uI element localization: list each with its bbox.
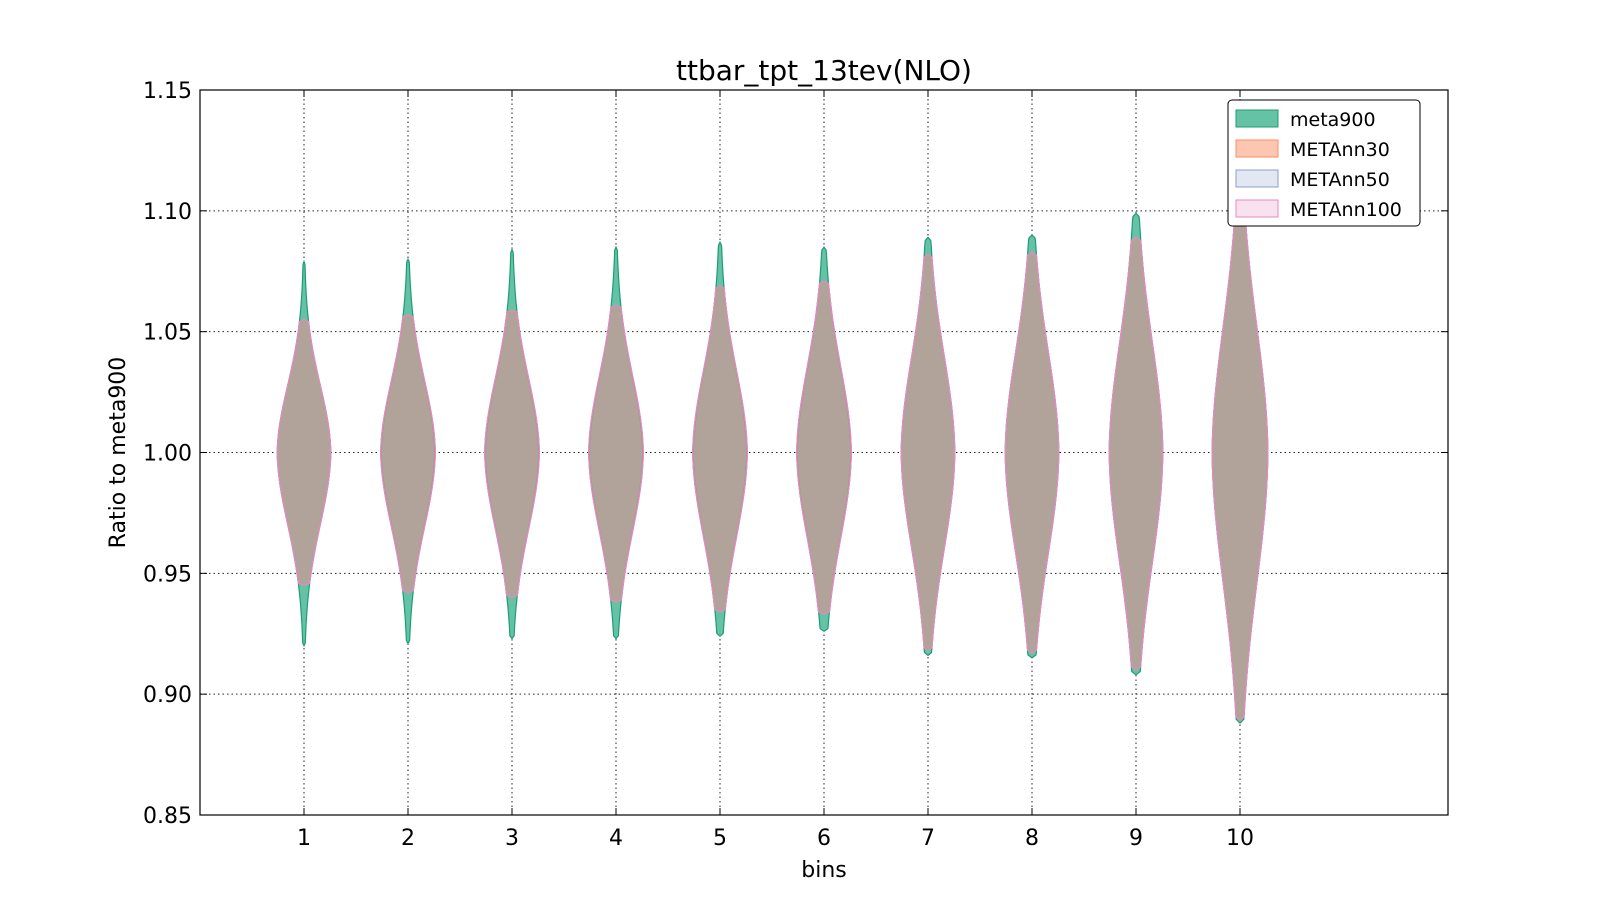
legend-swatch-meta900 xyxy=(1235,109,1279,128)
x-tick-label: 4 xyxy=(609,826,623,851)
violin-metann100-bin-9 xyxy=(1108,236,1164,671)
x-tick-label: 3 xyxy=(505,826,519,851)
violin-metann100-bin-7 xyxy=(900,253,956,652)
series-metann30 xyxy=(276,185,1269,722)
violin-metann100-bin-4 xyxy=(588,304,644,603)
legend-label-metann50: METAnn50 xyxy=(1290,169,1390,191)
legend-label-metann30: METAnn30 xyxy=(1290,139,1390,161)
y-tick-label: 1.00 xyxy=(143,442,192,467)
x-tick-label: 7 xyxy=(921,826,935,851)
series-metann100 xyxy=(276,185,1269,722)
y-tick-label: 0.85 xyxy=(143,804,192,829)
axis-ticks: 1 2 3 4 5 6 7 8 9 10 0.85 0.90 0.95 1.00 1.05 1.10 1.15 xyxy=(143,79,1448,851)
y-tick-label: 1.15 xyxy=(143,79,192,104)
legend: meta900 METAnn30 METAnn50 METAnn100 xyxy=(1227,99,1421,227)
violin-metann100-bin-3 xyxy=(484,309,540,599)
legend-swatch-metann50 xyxy=(1235,169,1279,188)
x-tick-label: 9 xyxy=(1129,826,1143,851)
violin-metann100-bin-6 xyxy=(796,280,852,616)
legend-swatch-metann30 xyxy=(1235,139,1279,158)
violin-metann100-bin-5 xyxy=(692,285,748,613)
y-tick-label: 1.10 xyxy=(143,200,192,225)
y-tick-label: 0.90 xyxy=(143,683,192,708)
y-tick-label: 1.05 xyxy=(143,321,192,346)
x-tick-label: 5 xyxy=(713,826,727,851)
x-tick-label: 2 xyxy=(401,826,415,851)
legend-label-meta900: meta900 xyxy=(1290,109,1376,131)
x-tick-label: 1 xyxy=(297,826,311,851)
violin-metann100-bin-1 xyxy=(276,318,332,587)
violin-series-group xyxy=(276,176,1269,725)
legend-swatch-metann100 xyxy=(1235,199,1279,218)
x-axis-label: bins xyxy=(801,858,846,883)
y-tick-label: 0.95 xyxy=(143,562,192,587)
chart-title: ttbar_tpt_13tev(NLO) xyxy=(676,54,972,87)
violin-metann100-bin-8 xyxy=(1004,251,1060,654)
x-tick-label: 10 xyxy=(1226,826,1254,851)
y-axis-label: Ratio to meta900 xyxy=(106,357,131,549)
legend-box xyxy=(1227,99,1421,227)
legend-label-metann100: METAnn100 xyxy=(1290,199,1402,221)
violin-metann100-bin-2 xyxy=(380,314,436,594)
x-tick-label: 6 xyxy=(817,826,831,851)
x-tick-label: 8 xyxy=(1025,826,1039,851)
